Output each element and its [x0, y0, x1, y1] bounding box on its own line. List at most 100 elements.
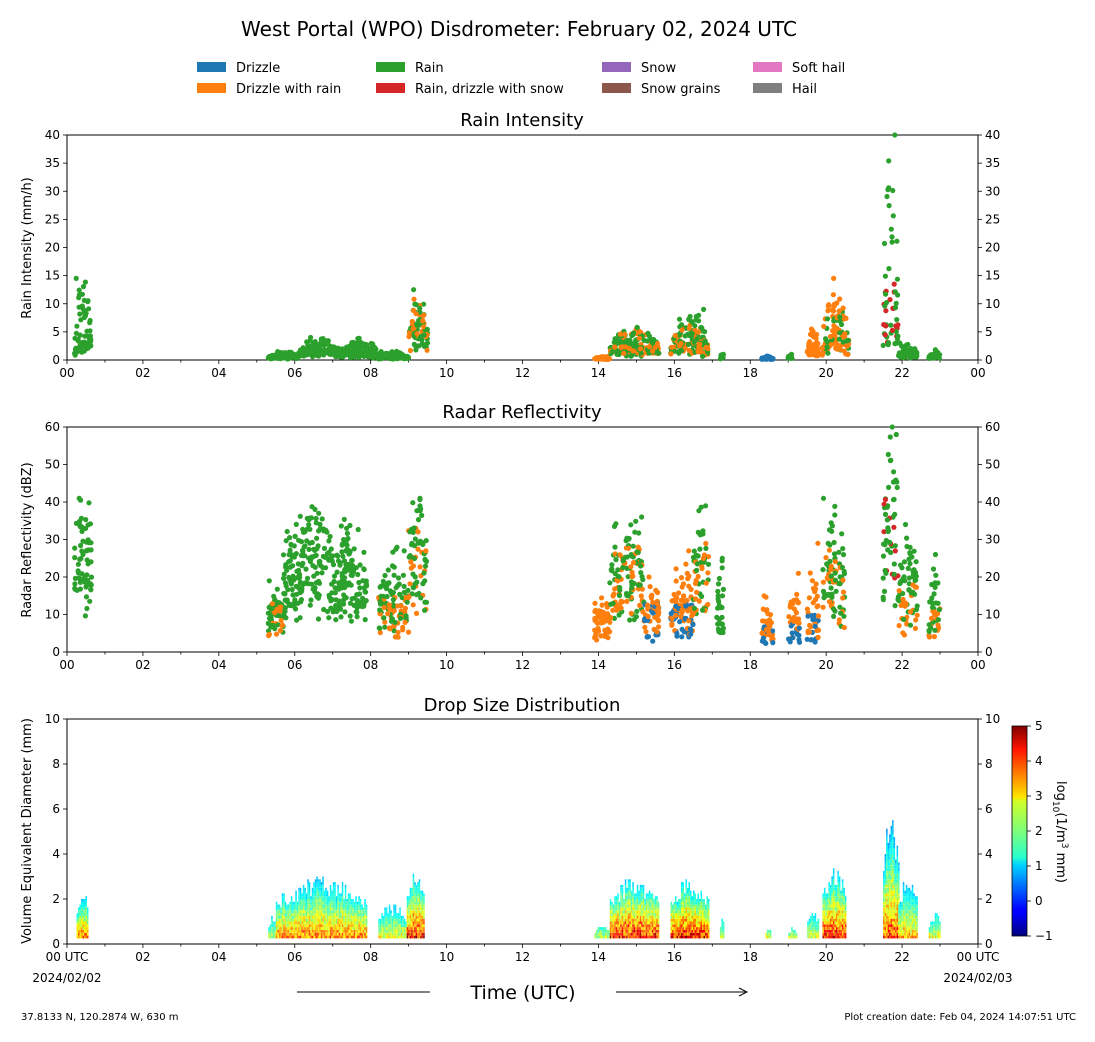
- drop-size-distribution-cell: [299, 890, 302, 894]
- rain-intensity-point: [342, 347, 348, 353]
- drop-size-distribution-cell: [304, 896, 306, 900]
- drop-size-distribution-cell: [420, 890, 422, 894]
- drop-size-distribution-cell: [325, 890, 327, 894]
- drop-size-distribution-cell: [328, 896, 330, 900]
- drop-size-distribution-cell: [341, 910, 344, 914]
- drop-size-distribution-cell: [420, 918, 422, 922]
- drop-size-distribution-cell: [364, 921, 366, 925]
- drop-size-distribution-cell: [323, 893, 326, 897]
- drop-size-distribution-cell: [632, 904, 634, 908]
- radar-reflectivity-point: [637, 602, 643, 609]
- drop-size-distribution-cell: [356, 910, 359, 914]
- drop-size-distribution-cell: [320, 899, 323, 902]
- drop-size-distribution-cell: [639, 884, 642, 888]
- drop-size-distribution-cell: [329, 932, 332, 936]
- radar-reflectivity-point: [705, 561, 712, 567]
- drop-size-distribution-cell: [417, 913, 419, 916]
- radar-reflectivity-point: [611, 523, 618, 530]
- drop-size-distribution-cell: [641, 884, 643, 888]
- rain-intensity-point: [844, 343, 850, 349]
- radar-reflectivity-point: [266, 578, 272, 584]
- rain-intensity-point: [320, 349, 326, 355]
- radar-reflectivity-point: [387, 588, 393, 594]
- drop-size-distribution-cell: [87, 915, 89, 919]
- rain-intensity-point: [809, 330, 815, 336]
- drop-size-distribution-cell: [617, 918, 619, 922]
- drop-size-distribution-cell: [629, 882, 631, 885]
- drop-size-distribution-cell: [421, 932, 424, 936]
- drop-size-distribution-cell: [319, 927, 321, 930]
- rain-intensity-point: [889, 327, 896, 333]
- radar-reflectivity-point: [393, 546, 399, 552]
- drop-size-distribution-cell: [614, 918, 616, 922]
- drop-size-distribution-cell: [421, 901, 424, 905]
- drop-size-distribution-cell: [405, 929, 407, 933]
- drop-size-distribution-cell: [320, 915, 323, 919]
- drop-size-distribution-cell: [301, 904, 303, 908]
- radar-reflectivity-point: [282, 597, 288, 603]
- radar-reflectivity-point: [363, 589, 369, 595]
- drop-size-distribution-cell: [296, 907, 299, 911]
- drop-size-distribution-cell: [290, 904, 293, 908]
- radar-reflectivity-point: [295, 600, 301, 606]
- drop-size-distribution-cell: [323, 935, 326, 939]
- radar-reflectivity-xtick-label: 08: [363, 658, 378, 672]
- drop-size-distribution-cell: [272, 921, 275, 925]
- drop-size-distribution-cell: [381, 924, 383, 928]
- drop-size-distribution-cell: [283, 915, 285, 919]
- drop-size-distribution-cell: [304, 921, 306, 925]
- radar-reflectivity-point: [77, 579, 83, 586]
- drop-size-distribution-cell: [636, 904, 639, 908]
- rain-intensity-point: [630, 348, 636, 354]
- rain-intensity-point: [76, 292, 82, 298]
- drop-size-distribution-cell: [421, 927, 424, 930]
- drop-size-distribution-cell: [399, 924, 401, 928]
- radar-reflectivity-point: [770, 628, 776, 634]
- drop-size-distribution-cell: [627, 884, 630, 888]
- drop-size-distribution-cell: [403, 927, 406, 930]
- radar-reflectivity-point: [826, 591, 832, 598]
- drop-size-distribution-cell: [85, 927, 87, 930]
- radar-reflectivity-point: [319, 570, 325, 576]
- drop-size-distribution-cell: [292, 924, 294, 928]
- drop-size-distribution-cell: [334, 901, 336, 905]
- radar-reflectivity-point: [642, 624, 648, 630]
- rain-intensity-xtick-label: 00: [59, 366, 74, 380]
- drop-size-distribution-cell: [320, 896, 323, 900]
- radar-reflectivity-point: [650, 638, 656, 644]
- drop-size-distribution-cell: [650, 904, 652, 908]
- drop-size-distribution-cell: [289, 907, 291, 911]
- drop-size-distribution-cell: [355, 927, 357, 930]
- drop-size-distribution-cell: [316, 932, 318, 936]
- drop-size-distribution-cell: [314, 887, 317, 891]
- drop-size-distribution-cell: [307, 879, 309, 883]
- radar-reflectivity-point: [656, 624, 662, 630]
- radar-reflectivity-point: [894, 484, 900, 491]
- radar-reflectivity-ytick-label-right: 0: [985, 645, 993, 659]
- legend-swatch-soft-hail: [753, 62, 782, 72]
- drop-size-distribution-cell: [403, 924, 406, 928]
- radar-reflectivity-point: [411, 555, 418, 562]
- radar-reflectivity-point: [912, 625, 919, 632]
- drop-size-distribution-cell: [358, 935, 360, 939]
- drop-size-distribution-cell: [334, 915, 336, 919]
- drop-size-distribution-cell: [81, 935, 83, 939]
- drop-size-distribution-cell: [344, 924, 347, 928]
- drop-size-distribution-cell: [420, 893, 422, 897]
- drop-size-distribution-cell: [382, 935, 385, 939]
- radar-reflectivity-point: [880, 553, 887, 559]
- drop-size-distribution-cell: [84, 932, 86, 936]
- drop-size-distribution-cell: [405, 924, 407, 928]
- drop-size-distribution-cell: [85, 924, 87, 928]
- radar-reflectivity-point: [297, 590, 303, 596]
- rain-intensity-xtick-label: 12: [515, 366, 530, 380]
- drop-size-distribution-cell: [311, 915, 314, 919]
- radar-reflectivity-point: [763, 594, 769, 600]
- drop-size-distribution-cell: [292, 907, 294, 911]
- drop-size-distribution-cell: [82, 913, 84, 916]
- drop-size-distribution-cell: [314, 904, 317, 908]
- drop-size-distribution-cell: [274, 927, 276, 930]
- radar-reflectivity-point: [630, 543, 636, 549]
- drop-size-distribution-cell: [627, 896, 630, 900]
- drop-size-distribution-cell: [310, 929, 312, 933]
